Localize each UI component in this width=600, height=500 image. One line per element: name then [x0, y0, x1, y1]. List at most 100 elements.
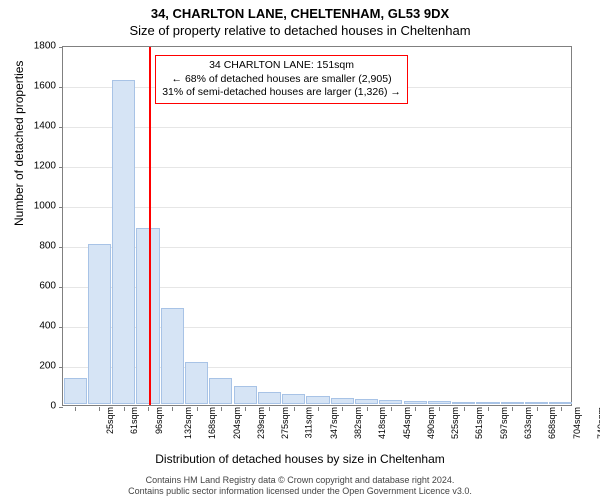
ytick-mark [59, 167, 63, 168]
footer-line-2: Contains public sector information licen… [0, 486, 600, 498]
xtick-mark [415, 407, 416, 411]
xtick-label: 740sqm [596, 407, 600, 439]
xtick-label: 490sqm [426, 407, 436, 439]
xtick-label: 168sqm [207, 407, 217, 439]
xtick-mark [221, 407, 222, 411]
xtick-mark [269, 407, 270, 411]
y-axis-label: Number of detached properties [12, 61, 26, 226]
ytick-label: 0 [50, 401, 56, 412]
ytick-mark [59, 407, 63, 408]
xtick-mark [294, 407, 295, 411]
xtick-label: 454sqm [402, 407, 412, 439]
xtick-label: 668sqm [547, 407, 557, 439]
ytick-label: 800 [39, 241, 56, 252]
ytick-mark [59, 47, 63, 48]
ytick-label: 1400 [34, 121, 56, 132]
xtick-label: 132sqm [183, 407, 193, 439]
xtick-label: 633sqm [523, 407, 533, 439]
histogram-bar [282, 394, 305, 404]
xtick-mark [99, 407, 100, 411]
xtick-mark [512, 407, 513, 411]
xtick-label: 704sqm [572, 407, 582, 439]
ytick-label: 200 [39, 361, 56, 372]
histogram-bar [258, 392, 281, 404]
xtick-mark [148, 407, 149, 411]
xtick-label: 561sqm [474, 407, 484, 439]
ytick-mark [59, 287, 63, 288]
xtick-mark [367, 407, 368, 411]
xtick-label: 418sqm [377, 407, 387, 439]
ytick-label: 1200 [34, 161, 56, 172]
xtick-mark [537, 407, 538, 411]
xtick-mark [318, 407, 319, 411]
ytick-label: 1800 [34, 41, 56, 52]
histogram-bar [209, 378, 232, 404]
annotation-line: 34 CHARLTON LANE: 151sqm [162, 59, 401, 73]
x-axis-label: Distribution of detached houses by size … [0, 452, 600, 466]
xtick-mark [561, 407, 562, 411]
histogram-bar [428, 401, 451, 404]
xtick-mark [172, 407, 173, 411]
plot-region: 25sqm61sqm96sqm132sqm168sqm204sqm239sqm2… [62, 46, 572, 406]
gridline [63, 167, 571, 168]
histogram-bar [136, 228, 159, 404]
ytick-mark [59, 367, 63, 368]
xtick-label: 25sqm [105, 407, 115, 434]
marker-line [149, 47, 151, 405]
xtick-mark [464, 407, 465, 411]
histogram-bar [355, 399, 378, 404]
histogram-bar [525, 402, 548, 404]
histogram-bar [112, 80, 135, 404]
xtick-label: 275sqm [280, 407, 290, 439]
xtick-mark [75, 407, 76, 411]
histogram-bar [185, 362, 208, 404]
ytick-label: 400 [39, 321, 56, 332]
footer: Contains HM Land Registry data © Crown c… [0, 475, 600, 498]
xtick-label: 347sqm [329, 407, 339, 439]
xtick-label: 597sqm [499, 407, 509, 439]
histogram-bar [88, 244, 111, 404]
annotation-line: ← 68% of detached houses are smaller (2,… [162, 73, 401, 87]
ytick-mark [59, 247, 63, 248]
histogram-bar [234, 386, 257, 404]
xtick-mark [245, 407, 246, 411]
histogram-bar [161, 308, 184, 404]
histogram-bar [549, 402, 572, 404]
histogram-bar [452, 402, 475, 404]
xtick-mark [342, 407, 343, 411]
xtick-label: 311sqm [304, 407, 314, 438]
chart-title: 34, CHARLTON LANE, CHELTENHAM, GL53 9DX [0, 0, 600, 23]
histogram-bar [64, 378, 87, 404]
xtick-mark [488, 407, 489, 411]
ytick-label: 1000 [34, 201, 56, 212]
xtick-mark [439, 407, 440, 411]
histogram-bar [379, 400, 402, 404]
annotation-box: 34 CHARLTON LANE: 151sqm← 68% of detache… [155, 55, 408, 104]
xtick-label: 61sqm [129, 407, 139, 434]
xtick-mark [391, 407, 392, 411]
chart-container: 34, CHARLTON LANE, CHELTENHAM, GL53 9DX … [0, 0, 600, 500]
xtick-mark [124, 407, 125, 411]
ytick-label: 600 [39, 281, 56, 292]
chart-area: 25sqm61sqm96sqm132sqm168sqm204sqm239sqm2… [62, 46, 572, 406]
histogram-bar [331, 398, 354, 404]
histogram-bar [306, 396, 329, 404]
xtick-label: 382sqm [353, 407, 363, 439]
xtick-label: 96sqm [154, 407, 164, 434]
histogram-bar [476, 402, 499, 404]
gridline [63, 207, 571, 208]
xtick-label: 239sqm [256, 407, 266, 439]
histogram-bar [404, 401, 427, 404]
ytick-mark [59, 327, 63, 328]
gridline [63, 127, 571, 128]
annotation-line: 31% of semi-detached houses are larger (… [162, 86, 401, 100]
ytick-mark [59, 127, 63, 128]
histogram-bar [501, 402, 524, 404]
ytick-mark [59, 207, 63, 208]
footer-line-1: Contains HM Land Registry data © Crown c… [0, 475, 600, 487]
chart-subtitle: Size of property relative to detached ho… [0, 23, 600, 42]
xtick-mark [197, 407, 198, 411]
ytick-label: 1600 [34, 81, 56, 92]
xtick-label: 525sqm [450, 407, 460, 439]
ytick-mark [59, 87, 63, 88]
